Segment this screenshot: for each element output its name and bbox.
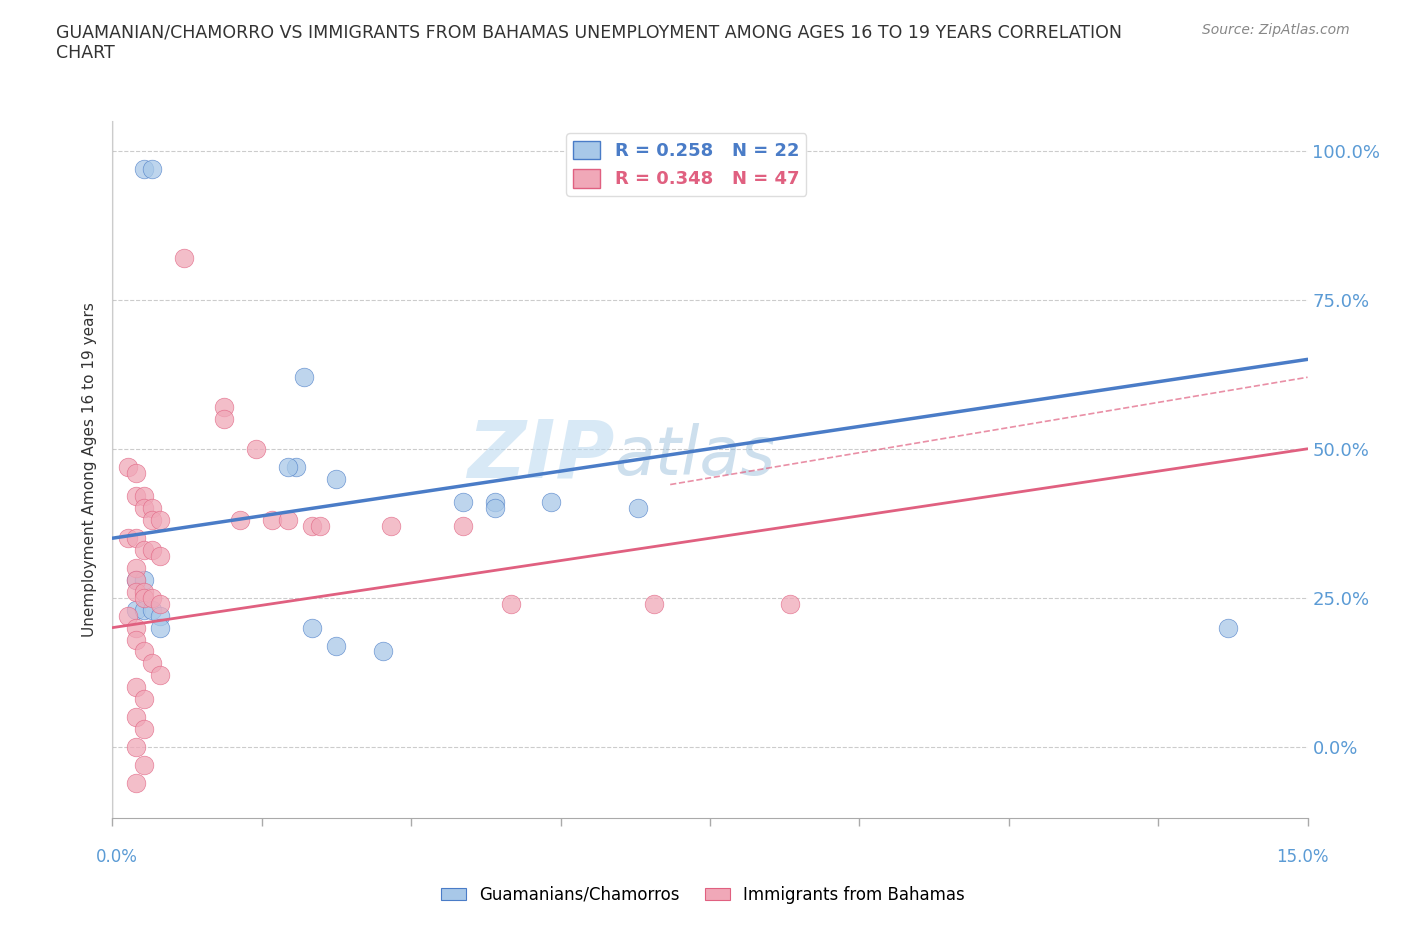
Point <box>141 512 163 527</box>
Point <box>125 680 148 695</box>
Point <box>141 161 163 176</box>
Point <box>149 668 172 683</box>
Point <box>125 531 148 546</box>
Legend: R = 0.258   N = 22, R = 0.348   N = 47: R = 0.258 N = 22, R = 0.348 N = 47 <box>565 133 807 195</box>
Point <box>125 561 148 576</box>
Point <box>125 739 148 754</box>
Point <box>173 250 195 265</box>
Point <box>373 644 395 659</box>
Point <box>141 543 163 558</box>
Y-axis label: Unemployment Among Ages 16 to 19 years: Unemployment Among Ages 16 to 19 years <box>82 302 97 637</box>
Point <box>134 722 156 737</box>
Text: Source: ZipAtlas.com: Source: ZipAtlas.com <box>1202 23 1350 37</box>
Point <box>125 573 148 588</box>
Point <box>484 495 506 510</box>
Point <box>134 573 156 588</box>
Point <box>212 400 235 415</box>
Point <box>1216 620 1239 635</box>
Point <box>125 465 148 480</box>
Point <box>325 638 347 653</box>
Point <box>292 370 315 385</box>
Point <box>451 495 474 510</box>
Point <box>284 459 307 474</box>
Point <box>301 519 323 534</box>
Point <box>134 489 156 504</box>
Point <box>260 512 283 527</box>
Point <box>125 620 148 635</box>
Point <box>301 620 323 635</box>
Point <box>627 501 650 516</box>
Point <box>117 608 139 623</box>
Point <box>149 620 172 635</box>
Point <box>134 501 156 516</box>
Text: 0.0%: 0.0% <box>96 848 138 866</box>
Text: atlas: atlas <box>614 423 776 488</box>
Point <box>117 531 139 546</box>
Point <box>125 632 148 647</box>
Point <box>134 603 156 618</box>
Point <box>134 543 156 558</box>
Point <box>134 591 156 605</box>
Point <box>643 596 665 611</box>
Point <box>149 596 172 611</box>
Point <box>779 596 801 611</box>
Point <box>308 519 330 534</box>
Point <box>540 495 562 510</box>
Point <box>484 501 506 516</box>
Legend: Guamanians/Chamorros, Immigrants from Bahamas: Guamanians/Chamorros, Immigrants from Ba… <box>434 879 972 910</box>
Text: 15.0%: 15.0% <box>1277 848 1329 866</box>
Point <box>125 573 148 588</box>
Point <box>141 656 163 671</box>
Point <box>149 549 172 564</box>
Point <box>134 584 156 599</box>
Point <box>134 757 156 772</box>
Point <box>149 608 172 623</box>
Point <box>125 584 148 599</box>
Point <box>134 161 156 176</box>
Point <box>134 692 156 707</box>
Point <box>149 512 172 527</box>
Point <box>141 603 163 618</box>
Text: ZIP: ZIP <box>467 417 614 495</box>
Point <box>141 591 163 605</box>
Point <box>212 412 235 427</box>
Point <box>325 472 347 486</box>
Point <box>245 442 267 457</box>
Point <box>125 776 148 790</box>
Point <box>125 603 148 618</box>
Text: GUAMANIAN/CHAMORRO VS IMMIGRANTS FROM BAHAMAS UNEMPLOYMENT AMONG AGES 16 TO 19 Y: GUAMANIAN/CHAMORRO VS IMMIGRANTS FROM BA… <box>56 23 1122 62</box>
Point <box>277 512 299 527</box>
Point <box>499 596 522 611</box>
Point <box>229 512 252 527</box>
Point <box>277 459 299 474</box>
Point <box>125 489 148 504</box>
Point <box>125 710 148 724</box>
Point <box>134 644 156 659</box>
Point <box>451 519 474 534</box>
Point <box>117 459 139 474</box>
Point <box>380 519 402 534</box>
Point <box>141 501 163 516</box>
